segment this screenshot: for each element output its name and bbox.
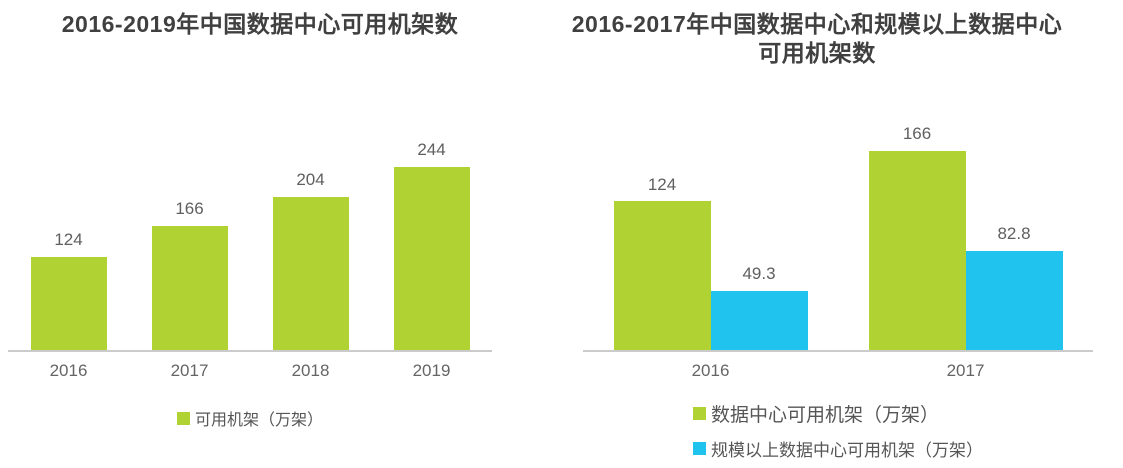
- bar-series0-2018: 204: [272, 171, 349, 350]
- legend-item-1: 规模以上数据中心可用机架（万架）: [693, 436, 983, 461]
- x-axis-line: [8, 350, 492, 352]
- bar-group-2018: 204: [250, 155, 371, 350]
- legend-swatch-icon: [693, 407, 706, 420]
- bar-value-label: 49.3: [742, 264, 776, 284]
- legend-swatch-icon: [176, 411, 190, 425]
- chart-title-line: 2016-2017年中国数据中心和规模以上数据中心: [571, 11, 1063, 37]
- chart-racks-2016-2019: 2016-2019年中国数据中心可用机架数 124 166 204 244 2016 2…: [0, 0, 560, 468]
- bar-value-label: 166: [175, 198, 204, 218]
- chart-title-line: 可用机架数: [758, 40, 876, 66]
- bar-value-label: 82.8: [997, 223, 1031, 243]
- x-axis-line: [583, 350, 1093, 352]
- x-axis-label-2018: 2018: [291, 361, 330, 380]
- bar-series0-2017: 166: [151, 199, 228, 350]
- chart-title-line: 2016-2019年中国数据中心可用机架数: [61, 11, 459, 37]
- x-axis-label-2016: 2016: [691, 361, 730, 380]
- legend-item-0: 可用机架（万架）: [176, 406, 323, 430]
- bar-series0-2017: 166: [868, 124, 966, 350]
- x-axis-label-2019: 2019: [412, 361, 451, 380]
- chart-racks-comparison-2016-2017: 2016-2017年中国数据中心和规模以上数据中心 可用机架数 124 49.3 16…: [560, 0, 1123, 468]
- legend-swatch-icon: [693, 442, 706, 455]
- x-axis-label-2017: 2017: [170, 361, 209, 380]
- bar-series0-2019: 244: [393, 141, 470, 350]
- bar-value-label: 244: [417, 140, 446, 160]
- bar-value-label: 166: [902, 124, 932, 144]
- legend-items: 数据中心可用机架（万架） 规模以上数据中心可用机架（万架）: [693, 400, 983, 468]
- bar-group-2016: 124 49.3: [583, 140, 838, 350]
- plot-area: 124 49.3 166 82.8: [583, 124, 1093, 352]
- legend-label: 数据中心可用机架（万架）: [711, 405, 940, 426]
- plot-area: 124 166 204 244: [8, 141, 492, 352]
- chart-title: 2016-2017年中国数据中心和规模以上数据中心 可用机架数: [560, 10, 1074, 68]
- legend: 可用机架（万架）: [8, 406, 492, 439]
- legend: 数据中心可用机架（万架） 规模以上数据中心可用机架（万架）: [583, 400, 1093, 468]
- legend-label: 规模以上数据中心可用机架（万架）: [711, 441, 983, 460]
- bar-series0-2016: 124: [30, 231, 107, 350]
- chart-title: 2016-2019年中国数据中心可用机架数: [0, 10, 520, 39]
- bar-series1-2016: 49.3: [710, 264, 808, 350]
- bar-group-2017: 166: [129, 155, 250, 350]
- x-axis-label-2017: 2017: [946, 361, 985, 380]
- bar-value-label: 124: [54, 230, 83, 250]
- x-axis-label-2016: 2016: [49, 361, 88, 380]
- bar-series1-2017: 82.8: [965, 224, 1063, 350]
- x-axis-labels: 2016 2017: [583, 361, 1093, 381]
- legend-item-0: 数据中心可用机架（万架）: [693, 400, 939, 427]
- bar-series0-2016: 124: [613, 175, 711, 350]
- bar-value-label: 124: [647, 174, 677, 194]
- bar-group-2016: 124: [8, 155, 129, 350]
- legend-items: 可用机架（万架）: [176, 406, 323, 439]
- legend-label: 可用机架（万架）: [194, 412, 323, 429]
- x-axis-labels: 2016 2017 2018 2019: [8, 361, 492, 381]
- bar-group-2017: 166 82.8: [838, 124, 1093, 350]
- bar-value-label: 204: [296, 170, 325, 190]
- bar-group-2019: 244: [371, 141, 492, 350]
